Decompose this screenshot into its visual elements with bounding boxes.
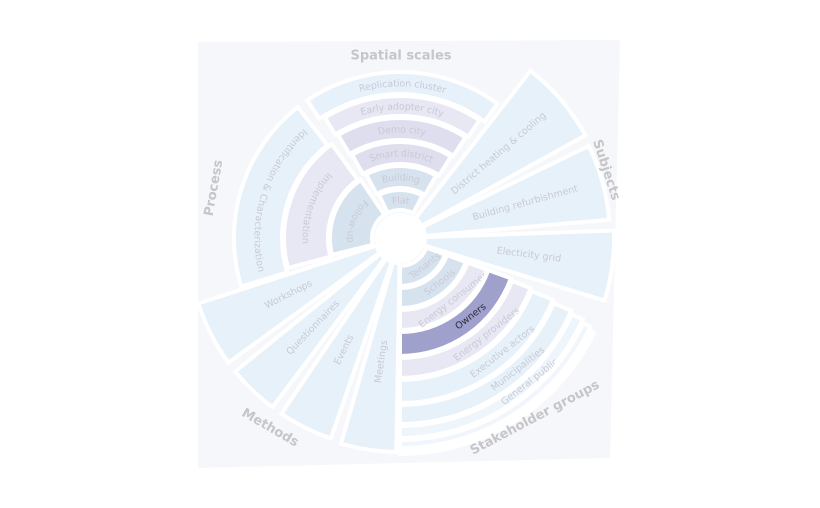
segment-label-text: Demo city	[377, 124, 427, 138]
segment-building[interactable]	[363, 164, 439, 198]
segment-general-public[interactable]	[398, 311, 586, 441]
segment-demo-city[interactable]	[335, 116, 469, 159]
segment-early-adopter-city[interactable]	[321, 94, 483, 140]
segment-identification-characterization[interactable]	[232, 104, 331, 290]
segment-municipalities[interactable]	[398, 300, 574, 427]
segment-replication-cluster[interactable]	[304, 70, 501, 125]
segment-label-text: Flat	[391, 195, 410, 207]
segment-label-text: Building	[381, 172, 421, 186]
segment-label: Demo city	[377, 124, 427, 138]
segment-flat[interactable]	[376, 188, 426, 216]
segment-blank-8[interactable]	[398, 320, 593, 451]
segment-follow-up[interactable]	[328, 177, 388, 258]
center-hole	[375, 213, 425, 263]
segment-implementation[interactable]	[282, 141, 361, 271]
segment-label: Flat	[391, 195, 410, 207]
segment-label: Building	[381, 172, 421, 186]
segment-blank-9[interactable]	[398, 328, 597, 457]
segment-smart-district[interactable]	[349, 140, 454, 178]
category-label-spatial-scales: Spatial scales	[350, 49, 451, 64]
